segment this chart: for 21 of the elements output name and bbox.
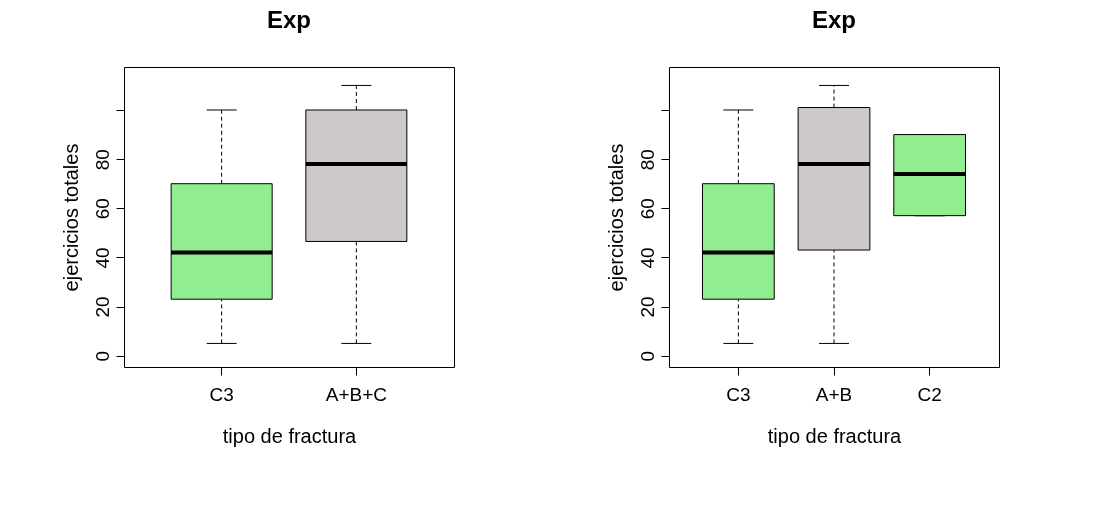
y-tick-label: 80 — [91, 149, 113, 171]
y-tick-label: 20 — [636, 296, 658, 318]
x-axis-title: tipo de fractura — [767, 424, 903, 447]
y-tick-label: 0 — [636, 350, 658, 362]
y-axis-title: ejercicios totales — [59, 143, 82, 292]
chart-title: Exp — [266, 6, 312, 33]
x-tick-label: C2 — [917, 383, 942, 405]
y-tick-label: 40 — [636, 247, 658, 269]
x-tick-label: C3 — [209, 383, 234, 405]
y-tick-label: 0 — [91, 350, 113, 362]
x-axis-title: tipo de fractura — [222, 424, 358, 447]
x-tick-label: C3 — [726, 383, 751, 405]
y-tick-label: 40 — [91, 247, 113, 269]
chart-title: Exp — [811, 6, 857, 33]
y-tick-label: 60 — [91, 198, 113, 220]
x-tick-label: A+B — [815, 383, 853, 405]
y-axis-title: ejercicios totales — [604, 143, 627, 292]
y-tick-label: 20 — [91, 296, 113, 318]
y-tick-label: 80 — [636, 149, 658, 171]
x-tick-label: A+B+C — [325, 383, 387, 405]
y-tick-label: 60 — [636, 198, 658, 220]
